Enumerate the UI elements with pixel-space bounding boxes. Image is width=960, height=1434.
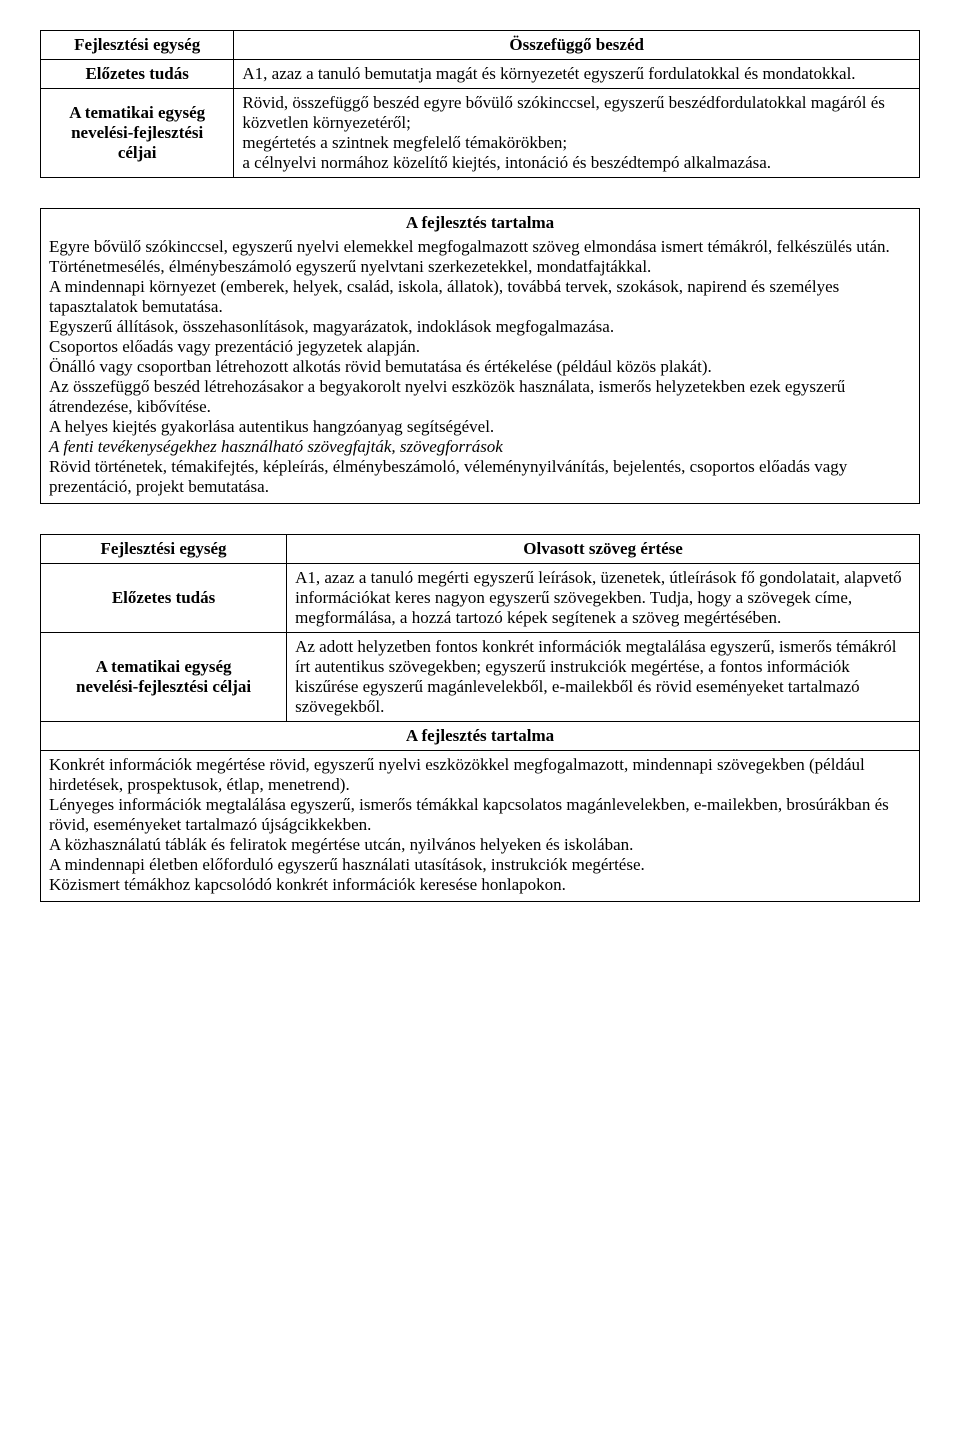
- content1-p6: Önálló vagy csoportban létrehozott alkot…: [49, 357, 712, 376]
- t1-r3-left-l1: A tematikai egység: [69, 103, 205, 122]
- t2-r3-left-l1: A tematikai egység: [96, 657, 232, 676]
- content1-p4: Egyszerű állítások, összehasonlítások, m…: [49, 317, 614, 336]
- unit-table-2: Fejlesztési egység Olvasott szöveg értés…: [40, 534, 920, 902]
- t2-c4: A mindennapi életben előforduló egyszerű…: [49, 855, 645, 874]
- content1-p5: Csoportos előadás vagy prezentáció jegyz…: [49, 337, 420, 356]
- content1-p1: Egyre bővülő szókinccsel, egyszerű nyelv…: [49, 237, 890, 256]
- t2-c2: Lényeges információk megtalálása egyszer…: [49, 795, 889, 834]
- t2-r2-left: Előzetes tudás: [41, 564, 287, 633]
- t1-r3-right: Rövid, összefüggő beszéd egyre bővülő sz…: [234, 89, 920, 178]
- t1-r2-left: Előzetes tudás: [41, 60, 234, 89]
- content1-p9: A fenti tevékenységekhez használható szö…: [49, 437, 503, 456]
- t1-r3-left: A tematikai egység nevelési-fejlesztési …: [41, 89, 234, 178]
- t1-r3-left-l3: céljai: [118, 143, 157, 162]
- content1-p2: Történetmesélés, élménybeszámoló egyszer…: [49, 257, 651, 276]
- t2-content-cell: Konkrét információk megértése rövid, egy…: [41, 751, 920, 902]
- content1-heading: A fejlesztés tartalma: [49, 213, 911, 233]
- t2-r3-left: A tematikai egység nevelési-fejlesztési …: [41, 633, 287, 722]
- t1-r3-right-l2: megértetés a szintnek megfelelő témakörö…: [242, 133, 567, 152]
- t2-content-heading: A fejlesztés tartalma: [41, 722, 920, 751]
- content1-p3: A mindennapi környezet (emberek, helyek,…: [49, 277, 839, 316]
- t2-r1-right: Olvasott szöveg értése: [287, 535, 920, 564]
- t2-c5: Közismert témákhoz kapcsolódó konkrét in…: [49, 875, 566, 894]
- t2-c3: A közhasználatú táblák és feliratok megé…: [49, 835, 633, 854]
- content1-p10: Rövid történetek, témakifejtés, képleírá…: [49, 457, 847, 496]
- t1-r3-left-l2: nevelési-fejlesztési: [71, 123, 203, 142]
- unit-table-1: Fejlesztési egység Összefüggő beszéd Elő…: [40, 30, 920, 178]
- t1-r2-right: A1, azaz a tanuló bemutatja magát és kör…: [234, 60, 920, 89]
- t1-r3-right-l1: Rövid, összefüggő beszéd egyre bővülő sz…: [242, 93, 885, 132]
- t2-r2-right: A1, azaz a tanuló megérti egyszerű leírá…: [287, 564, 920, 633]
- content1-p8: A helyes kiejtés gyakorlása autentikus h…: [49, 417, 494, 436]
- t1-r1-left: Fejlesztési egység: [41, 31, 234, 60]
- content1-cell: A fejlesztés tartalma Egyre bővülő szóki…: [41, 209, 920, 504]
- content1-p7: Az összefüggő beszéd létrehozásakor a be…: [49, 377, 845, 416]
- content-table-1: A fejlesztés tartalma Egyre bővülő szóki…: [40, 208, 920, 504]
- t2-r1-left: Fejlesztési egység: [41, 535, 287, 564]
- t1-r1-right: Összefüggő beszéd: [234, 31, 920, 60]
- t2-r3-right: Az adott helyzetben fontos konkrét infor…: [287, 633, 920, 722]
- t1-r3-right-l3: a célnyelvi normához közelítő kiejtés, i…: [242, 153, 771, 172]
- t2-c1: Konkrét információk megértése rövid, egy…: [49, 755, 865, 794]
- t2-r3-left-l2: nevelési-fejlesztési céljai: [76, 677, 251, 696]
